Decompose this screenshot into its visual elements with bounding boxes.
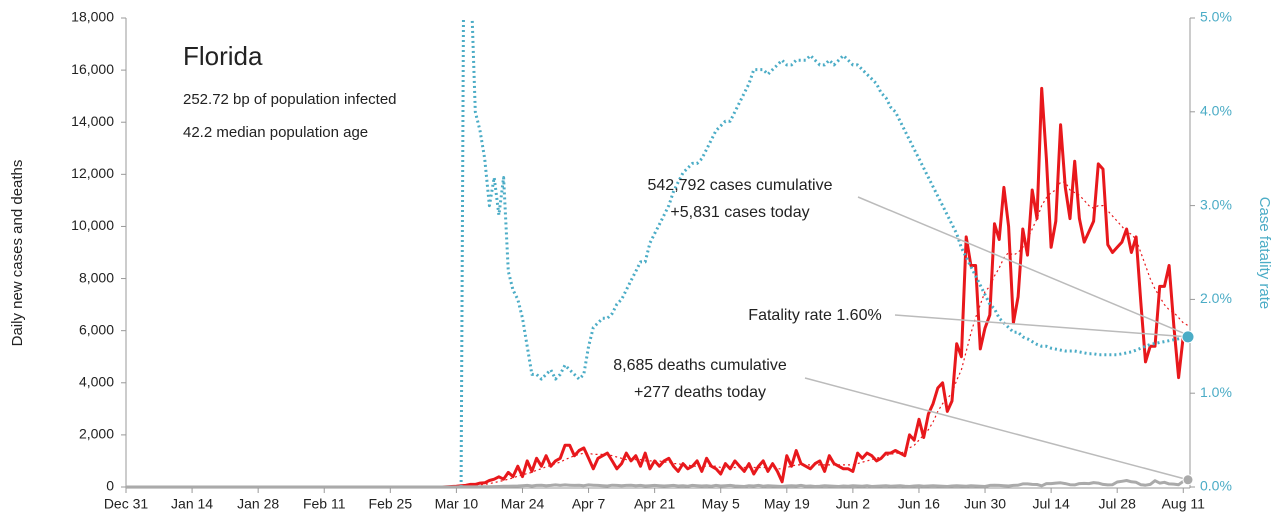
annotation: 8,685 deaths cumulative xyxy=(613,357,787,374)
end-marker xyxy=(1182,474,1194,486)
y-tick-label: 14,000 xyxy=(71,113,114,129)
y-tick-label: 2,000 xyxy=(79,426,114,442)
y-tick-label: 6,000 xyxy=(79,321,114,337)
x-tick-label: May 5 xyxy=(702,496,740,512)
y2-tick-label: 2.0% xyxy=(1200,290,1232,306)
x-tick-label: Jun 2 xyxy=(836,496,870,512)
x-tick-label: Jul 28 xyxy=(1099,496,1137,512)
y2-tick-label: 4.0% xyxy=(1200,103,1232,119)
series-line xyxy=(459,18,1189,488)
subtitle: 42.2 median population age xyxy=(183,124,368,141)
x-tick-label: Jun 16 xyxy=(898,496,940,512)
y-tick-label: 4,000 xyxy=(79,373,114,389)
x-tick-label: Jan 14 xyxy=(171,496,213,512)
y-tick-label: 8,000 xyxy=(79,269,114,285)
annotation: 542,792 cases cumulative xyxy=(648,177,833,194)
series-line xyxy=(126,86,1189,488)
y2-tick-label: 0.0% xyxy=(1200,478,1232,494)
y-tick-label: 12,000 xyxy=(71,165,114,181)
annotation: Fatality rate 1.60% xyxy=(748,307,881,324)
leader-line xyxy=(894,314,1189,338)
x-tick-label: Jun 30 xyxy=(964,496,1006,512)
y2-axis-title: Case fatality rate xyxy=(1256,197,1273,310)
annotation: +277 deaths today xyxy=(634,384,766,401)
y-tick-label: 10,000 xyxy=(71,217,114,233)
x-tick-label: Mar 24 xyxy=(501,496,545,512)
end-marker xyxy=(1181,330,1195,344)
x-tick-label: Jul 14 xyxy=(1032,496,1070,512)
y2-tick-label: 1.0% xyxy=(1200,384,1232,400)
chart-title: Florida xyxy=(183,41,263,71)
x-tick-label: May 19 xyxy=(764,496,810,512)
leader-line xyxy=(857,196,1189,336)
x-tick-label: Apr 7 xyxy=(572,496,606,512)
y-tick-label: 16,000 xyxy=(71,61,114,77)
leader-line xyxy=(804,377,1189,481)
x-tick-label: Mar 10 xyxy=(435,496,479,512)
x-tick-label: Dec 31 xyxy=(104,496,149,512)
x-tick-label: Aug 11 xyxy=(1162,496,1206,512)
y2-tick-label: 5.0% xyxy=(1200,9,1232,25)
annotation: +5,831 cases today xyxy=(670,204,809,221)
y-tick-label: 18,000 xyxy=(71,9,114,25)
y-axis-title: Daily new cases and deaths xyxy=(9,160,26,347)
y-tick-label: 0 xyxy=(106,478,114,494)
series-line xyxy=(126,478,1189,488)
x-tick-label: Feb 11 xyxy=(303,496,346,512)
x-tick-label: Feb 25 xyxy=(369,496,413,512)
x-tick-label: Jan 28 xyxy=(237,496,279,512)
x-tick-label: Apr 21 xyxy=(634,496,675,512)
subtitle: 252.72 bp of population infected xyxy=(183,91,397,108)
y2-tick-label: 3.0% xyxy=(1200,196,1232,212)
